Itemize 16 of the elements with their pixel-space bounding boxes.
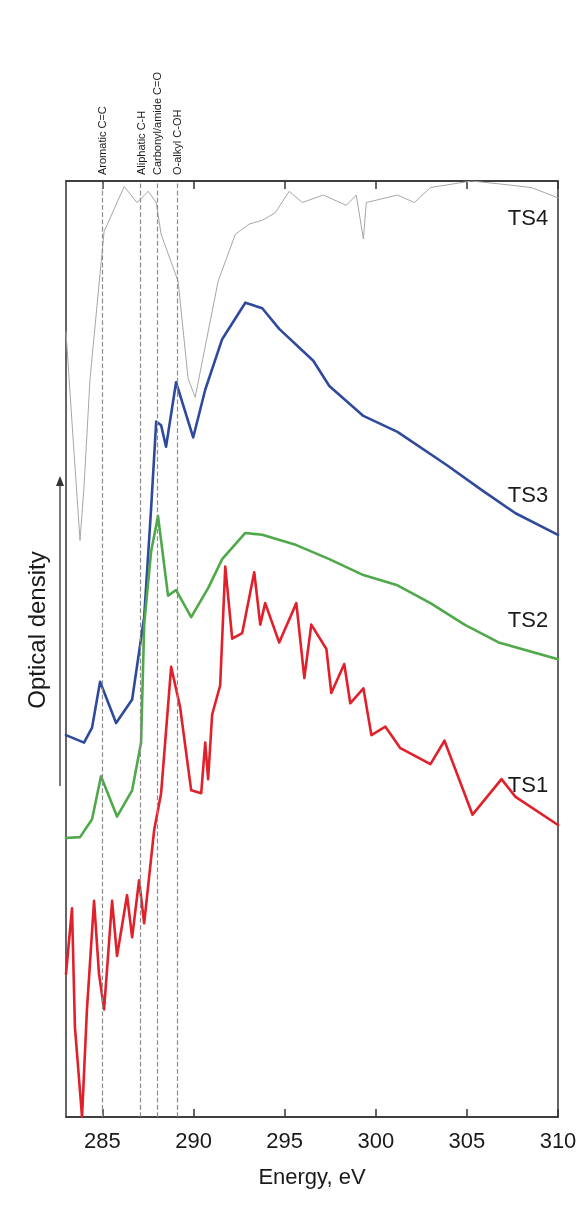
series-label: TS1 <box>507 772 549 798</box>
x-tick-label: 310 <box>539 1127 577 1153</box>
ref-line-label: Aliphatic C-H <box>134 110 147 175</box>
series-label: TS2 <box>507 606 549 632</box>
ref-line-label: Carbonyl/amide C=O <box>151 71 164 175</box>
x-tick-label: 295 <box>266 1127 304 1153</box>
x-axis-title: Energy, eV <box>258 1163 366 1189</box>
x-tick-label: 290 <box>175 1127 212 1153</box>
y-axis-title: Optical density <box>22 551 50 709</box>
x-tick-label: 300 <box>357 1127 395 1153</box>
x-tick-label: 305 <box>448 1127 486 1153</box>
series-label: TS3 <box>507 482 549 508</box>
series-label: TS4 <box>507 205 549 231</box>
ref-line-label: O-alkyl C-OH <box>171 109 184 175</box>
x-tick-label: 285 <box>84 1127 121 1153</box>
ref-line-label: Aromatic C=C <box>96 106 109 175</box>
